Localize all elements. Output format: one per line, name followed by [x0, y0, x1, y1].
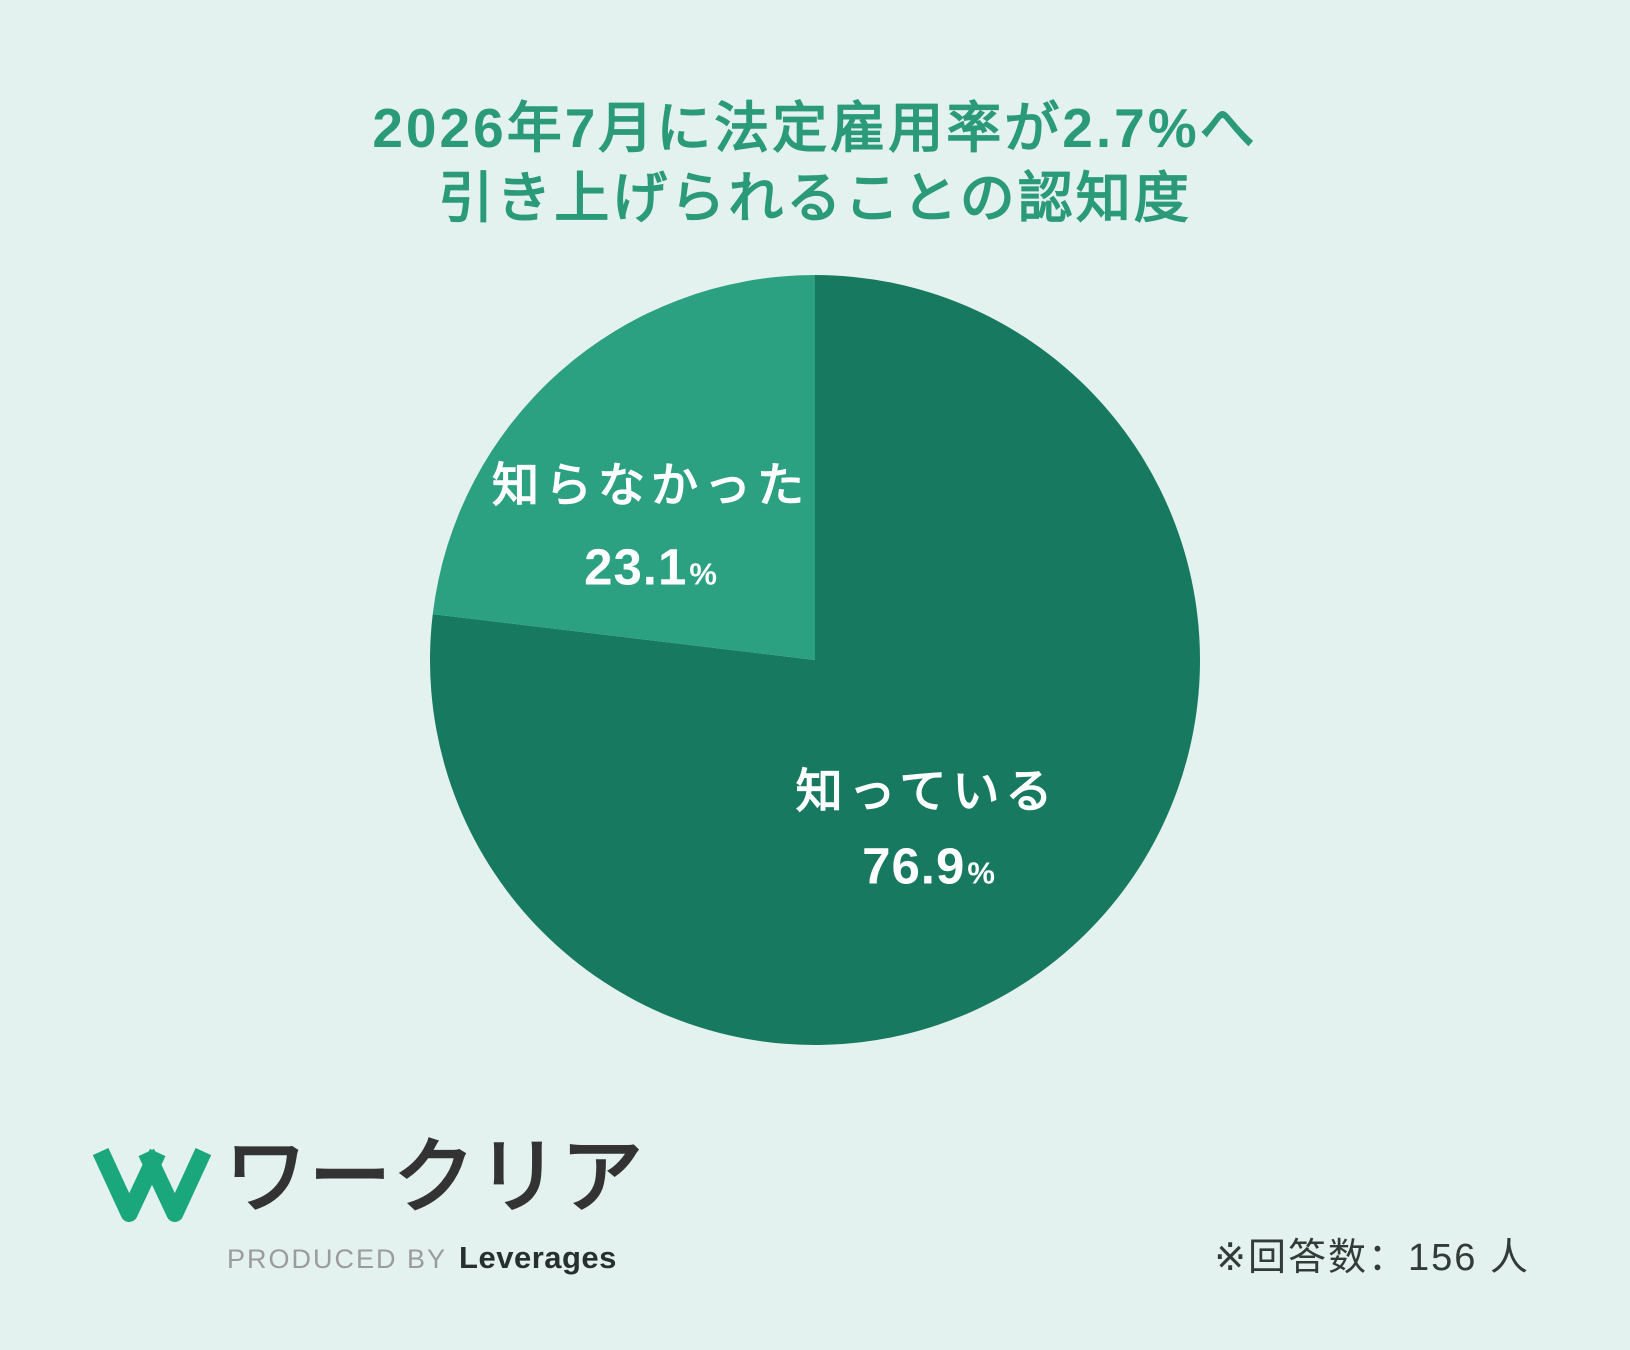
chart-title-line1: 2026年7月に法定雇用率が2.7%へ: [372, 97, 1258, 159]
respondents-note: ※回答数：156 人: [1214, 1237, 1530, 1279]
slice-label-known: 知っている: [796, 753, 1059, 822]
slice-value-unknown-number: 23.1: [584, 538, 688, 596]
produced-by-label: PRODUCED BY: [227, 1244, 448, 1274]
slice-value-unknown: 23.1%: [584, 538, 718, 597]
w-logo-icon: [93, 1147, 211, 1222]
brand-name: ワークリア: [225, 1132, 646, 1223]
producer-name: Leverages: [459, 1240, 617, 1275]
brand-block: ワークリア PRODUCED BY Leverages: [93, 1136, 645, 1276]
slice-label-unknown: 知らなかった: [492, 447, 810, 516]
slice-value-known-unit: %: [967, 855, 996, 891]
pie-chart: [430, 275, 1200, 1045]
slice-value-unknown-unit: %: [689, 556, 718, 592]
pie-slice-0: [430, 275, 1200, 1045]
slice-label-unknown-text: 知らなかった: [492, 458, 810, 512]
produced-by-row: PRODUCED BY Leverages: [227, 1240, 645, 1276]
pie-slice-1: [432, 275, 815, 660]
slice-label-known-text: 知っている: [795, 764, 1059, 818]
slice-value-known-number: 76.9: [862, 837, 966, 895]
slice-value-known: 76.9%: [862, 837, 996, 896]
chart-title-line2: 引き上げられることの認知度: [438, 167, 1192, 230]
chart-title: 2026年7月に法定雇用率が2.7%へ 引き上げられることの認知度: [0, 93, 1630, 234]
